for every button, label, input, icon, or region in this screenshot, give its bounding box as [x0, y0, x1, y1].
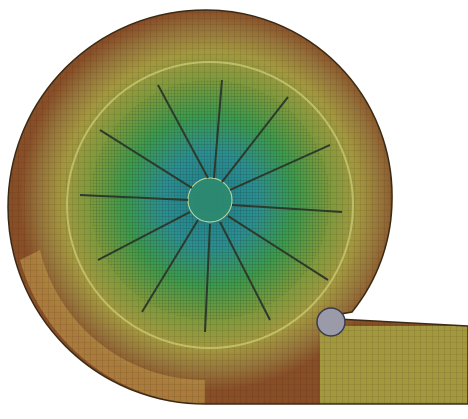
blade: [219, 221, 271, 321]
blade: [79, 194, 189, 201]
blade: [97, 211, 191, 261]
casing-outline: [7, 9, 468, 405]
blade: [231, 204, 343, 213]
impeller-ring: [66, 61, 354, 349]
cutoff-tongue: [316, 307, 346, 337]
blade: [157, 84, 209, 179]
blade: [204, 223, 211, 333]
blade: [141, 219, 199, 313]
blade: [99, 129, 193, 189]
hub: [187, 177, 233, 223]
blade: [213, 79, 223, 179]
blade: [227, 215, 329, 281]
blade: [221, 96, 289, 183]
blade: [229, 144, 331, 191]
blades: [79, 79, 343, 333]
